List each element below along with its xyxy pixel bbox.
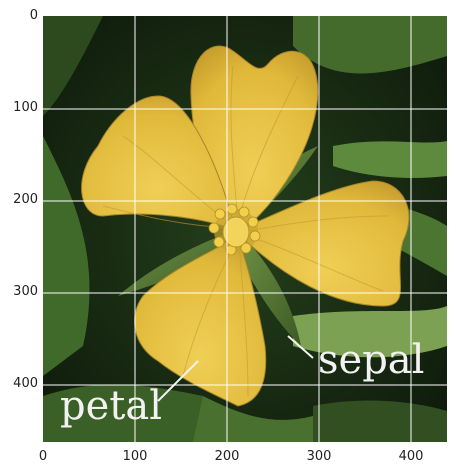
- annotation-lines: [157, 335, 314, 402]
- flower-photo: petal sepal: [43, 16, 447, 442]
- x-tick-label: 100: [122, 449, 148, 464]
- flower-center: [208, 203, 261, 256]
- petal-label: petal: [60, 383, 162, 429]
- x-tick-label: 200: [214, 449, 240, 464]
- grid-lines: [43, 16, 447, 442]
- sepal-pointer-line: [287, 335, 314, 359]
- petal-veins: [102, 65, 389, 397]
- x-tick-label: 300: [306, 449, 332, 464]
- y-tick-label: 0: [29, 8, 38, 23]
- x-tick-label: 400: [398, 449, 424, 464]
- y-tick-label: 200: [13, 192, 38, 207]
- x-tick-label: 0: [38, 449, 48, 464]
- y-tick-label: 100: [13, 100, 38, 115]
- y-tick-label: 300: [13, 284, 38, 299]
- y-tick-label: 400: [13, 376, 38, 391]
- sepal-label: sepal: [318, 337, 424, 383]
- background-leaves: [43, 16, 447, 442]
- petal-pointer-line: [157, 360, 199, 402]
- flower-image-area: petal sepal: [43, 16, 447, 442]
